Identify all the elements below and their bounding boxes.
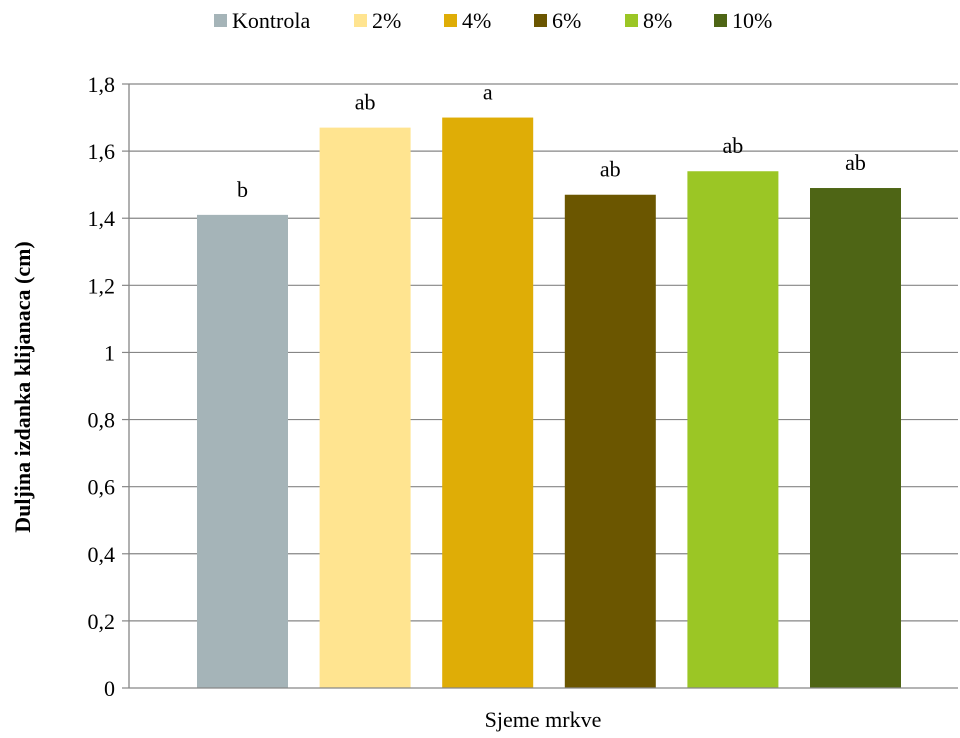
legend-swatch: [444, 14, 457, 27]
y-tick-label: 0: [104, 676, 115, 701]
bar-2: [319, 127, 411, 689]
legend-label: Kontrola: [232, 8, 310, 33]
bar-labels: b ab a ab ab ab: [237, 80, 866, 202]
bar-10: [810, 188, 901, 688]
legend: Kontrola 2% 4% 6% 8% 10%: [214, 8, 772, 33]
bar-8: [687, 171, 779, 688]
bar-significance-label: b: [237, 177, 248, 202]
bar-significance-label: ab: [845, 150, 866, 175]
x-axis-title: Sjeme mrkve: [485, 707, 602, 732]
bar-Kontrola: [197, 214, 288, 688]
y-tick-label: 1,8: [88, 72, 116, 97]
y-axis-ticks: 0 0,2 0,4 0,6 0,8 1 1,2 1,4 1,6 1,8: [88, 72, 129, 701]
bar-significance-label: a: [483, 80, 493, 105]
y-tick-label: 1,2: [88, 273, 116, 298]
bar-significance-label: ab: [723, 133, 744, 158]
legend-label: 6%: [552, 8, 581, 33]
bars: [197, 117, 901, 689]
y-tick-label: 0,6: [88, 475, 116, 500]
legend-swatch: [214, 14, 227, 27]
y-tick-label: 1,6: [88, 139, 116, 164]
y-tick-label: 0,4: [88, 542, 116, 567]
bar-6: [564, 194, 656, 688]
legend-label: 4%: [462, 8, 491, 33]
y-tick-label: 1: [104, 340, 115, 365]
y-axis-title: Duljina izdanka klijanaca (cm): [10, 241, 35, 533]
legend-swatch: [714, 14, 727, 27]
legend-label: 8%: [643, 8, 672, 33]
bar-significance-label: ab: [600, 157, 621, 182]
y-tick-label: 0,8: [88, 408, 116, 433]
legend-label: 2%: [372, 8, 401, 33]
bar-significance-label: ab: [355, 90, 376, 115]
legend-swatch: [354, 14, 367, 27]
y-tick-label: 0,2: [88, 609, 116, 634]
legend-swatch: [534, 14, 547, 27]
legend-swatch: [625, 14, 638, 27]
bar-4: [442, 117, 534, 689]
legend-label: 10%: [732, 8, 772, 33]
y-tick-label: 1,4: [88, 206, 116, 231]
